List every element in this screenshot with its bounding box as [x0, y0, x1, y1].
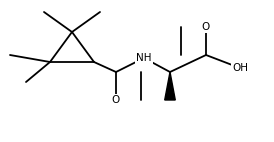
- Text: O: O: [202, 22, 210, 32]
- Text: O: O: [112, 95, 120, 105]
- Text: NH: NH: [136, 53, 152, 63]
- Polygon shape: [165, 72, 175, 100]
- Text: OH: OH: [232, 63, 248, 73]
